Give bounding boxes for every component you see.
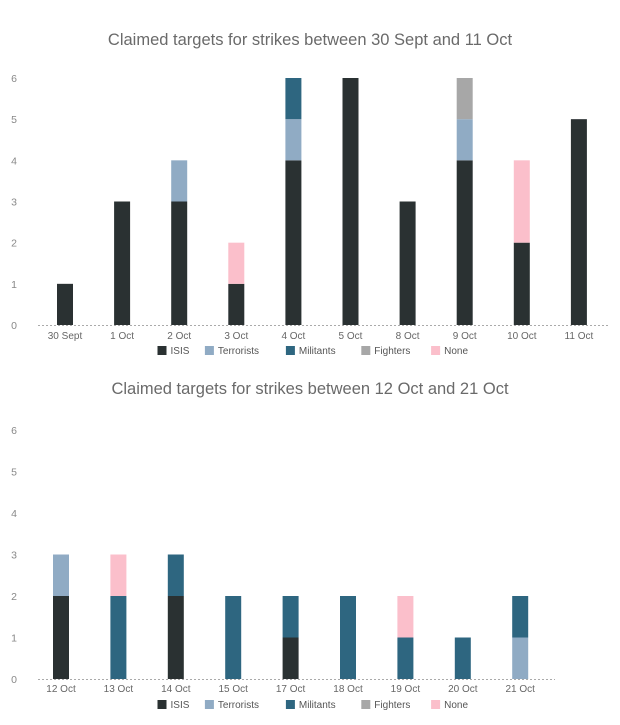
legend-swatch	[204, 700, 214, 709]
y-tick-label: 1	[11, 279, 17, 291]
y-tick-label: 0	[11, 320, 17, 332]
x-tick-label: 14 Oct	[161, 684, 191, 695]
x-tick-label: 10 Oct	[507, 331, 537, 342]
legend-swatch	[431, 700, 441, 709]
bar-segment	[282, 637, 299, 679]
legend-swatch	[431, 346, 441, 355]
y-tick-label: 2	[11, 238, 17, 250]
legend-swatch	[361, 700, 371, 709]
bar-segment	[512, 596, 529, 638]
x-tick-label: 9 Oct	[453, 331, 477, 342]
bar-segment	[456, 160, 473, 325]
legend-label: Militants	[299, 700, 336, 711]
bar-segment	[110, 554, 127, 596]
x-tick-label: 3 Oct	[224, 331, 248, 342]
bar-segment	[513, 160, 530, 243]
x-tick-label: 17 Oct	[276, 684, 306, 695]
bar-segment	[53, 596, 69, 679]
x-tick-label: 12 Oct	[46, 684, 76, 695]
chart-title: Claimed targets for strikes between 12 O…	[111, 380, 509, 398]
legend-label: None	[444, 700, 468, 711]
legend-label: Fighters	[374, 346, 410, 357]
bar-segment	[513, 242, 530, 325]
bar-segment	[340, 596, 356, 679]
x-tick-label: 30 Sept	[48, 331, 83, 342]
bar-segment	[228, 242, 245, 284]
legend: ISIS Terrorists Militants Fighters None	[157, 700, 468, 711]
bar-segment	[114, 201, 131, 325]
y-tick-label: 6	[11, 73, 17, 85]
legend-swatch	[157, 700, 167, 709]
bar-segment	[282, 596, 299, 638]
bar-segment	[171, 160, 188, 202]
legend-swatch	[204, 346, 214, 355]
bar-segment	[228, 283, 245, 325]
bar-segment	[456, 119, 473, 161]
x-tick-label: 20 Oct	[448, 684, 478, 695]
bar-segment	[110, 596, 127, 679]
bar-segment	[399, 201, 416, 325]
legend-swatch	[285, 700, 295, 709]
x-tick-label: 4 Oct	[281, 331, 305, 342]
bar-segment	[285, 160, 302, 325]
chart-1: Claimed targets for strikes between 30 S…	[11, 31, 610, 357]
legend-swatch	[285, 346, 295, 355]
y-tick-label: 5	[11, 467, 17, 479]
bar-segment	[397, 596, 414, 638]
x-tick-label: 2 Oct	[167, 331, 191, 342]
y-tick-label: 2	[11, 591, 17, 603]
x-tick-label: 8 Oct	[396, 331, 420, 342]
bar-segment	[225, 596, 242, 679]
legend-label: Terrorists	[218, 700, 259, 711]
y-tick-label: 4	[11, 508, 17, 520]
bar-segment	[570, 119, 587, 326]
x-tick-label: 15 Oct	[218, 684, 248, 695]
legend-label: ISIS	[171, 700, 190, 711]
bar-segment	[53, 554, 69, 596]
legend-label: Militants	[299, 346, 336, 357]
bar-segment	[512, 637, 529, 679]
bar-segment	[171, 201, 188, 325]
chart-title: Claimed targets for strikes between 30 S…	[108, 31, 513, 49]
bar-segment	[397, 637, 414, 679]
legend-swatch	[157, 346, 167, 355]
x-tick-label: 18 Oct	[333, 684, 363, 695]
legend-label: Terrorists	[218, 346, 259, 357]
y-tick-label: 0	[11, 674, 17, 686]
x-tick-label: 5 Oct	[339, 331, 363, 342]
bar-segment	[167, 554, 184, 596]
legend-label: ISIS	[171, 346, 190, 357]
x-tick-label: 11 Oct	[565, 331, 594, 342]
x-tick-label: 21 Oct	[505, 684, 535, 695]
bar-segment	[57, 283, 73, 325]
bar-segment	[456, 78, 473, 120]
y-tick-label: 4	[11, 155, 17, 167]
bar-segment	[342, 78, 359, 325]
x-tick-label: 13 Oct	[104, 684, 134, 695]
bar-segment	[285, 119, 302, 161]
legend-label: Fighters	[374, 700, 410, 711]
y-tick-label: 3	[11, 197, 17, 209]
legend-swatch	[361, 346, 371, 355]
y-tick-label: 3	[11, 550, 17, 562]
x-tick-label: 1 Oct	[110, 331, 134, 342]
legend: ISIS Terrorists Militants Fighters None	[157, 346, 468, 357]
x-tick-label: 19 Oct	[391, 684, 421, 695]
bar-segment	[454, 637, 471, 679]
chart-2: Claimed targets for strikes between 12 O…	[11, 380, 555, 711]
bar-segment	[167, 596, 184, 679]
legend-label: None	[444, 346, 468, 357]
y-tick-label: 6	[11, 425, 17, 437]
y-tick-label: 1	[11, 633, 17, 645]
y-tick-label: 5	[11, 114, 17, 126]
bar-segment	[285, 78, 302, 120]
